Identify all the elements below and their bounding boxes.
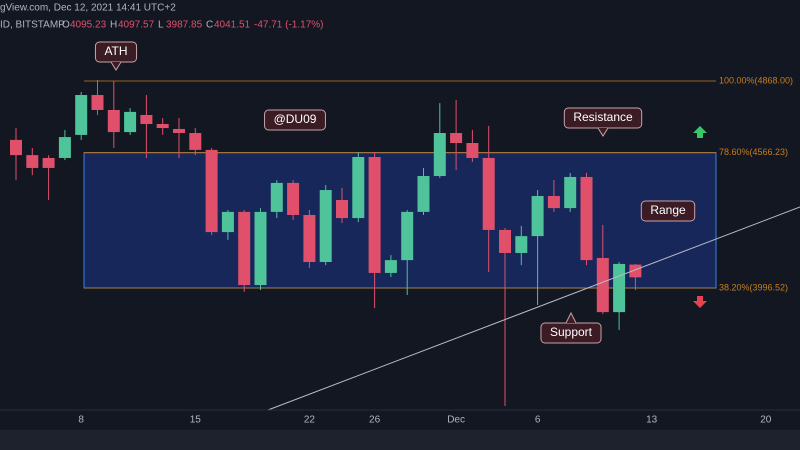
candle-body xyxy=(124,111,137,133)
annotation-label: Resistance xyxy=(573,110,633,124)
candle-body xyxy=(156,123,169,129)
annotation xyxy=(640,200,696,222)
candle-body xyxy=(189,133,202,150)
candle-body xyxy=(91,95,104,110)
x-tick-label: 15 xyxy=(190,415,202,426)
candle-body xyxy=(58,137,71,158)
candle-body xyxy=(515,236,528,253)
header-text: 4095.23 xyxy=(70,20,107,31)
x-tick-label: 8 xyxy=(78,415,84,426)
candle-body xyxy=(221,211,234,233)
candle-body xyxy=(417,176,430,212)
annotation-pointer xyxy=(597,127,609,137)
fib-label: 100.00%(4868.00) xyxy=(719,75,793,85)
annotation-label: Range xyxy=(650,203,686,217)
candle-body xyxy=(107,109,120,133)
candle-body xyxy=(26,155,39,168)
candle-body xyxy=(450,133,463,144)
up-arrow xyxy=(693,126,707,138)
header-text: ID, BITSTAMP xyxy=(0,20,65,31)
candle-body xyxy=(613,263,626,313)
fib-label: 38.20%(3996.52) xyxy=(719,282,788,292)
header-text: C xyxy=(206,20,213,31)
candle-body xyxy=(205,149,218,233)
header-text: -47.71 (-1.17%) xyxy=(254,20,323,31)
candle-body xyxy=(319,190,332,263)
header-text: 4097.57 xyxy=(118,20,155,31)
annotation-box xyxy=(264,109,326,131)
annotation-box xyxy=(640,200,696,222)
fib-label: 78.60%(4566.23) xyxy=(719,147,788,157)
header-text: L xyxy=(158,20,164,31)
candle-body xyxy=(531,195,544,237)
x-tick-label: 22 xyxy=(304,415,316,426)
x-tick-label: 20 xyxy=(760,415,772,426)
plot-area: 100.00%(4868.00) 78.60%(4566.23) 38.20%(39… xyxy=(10,75,793,406)
candle-body xyxy=(10,139,22,156)
x-tick-label: 13 xyxy=(646,415,658,426)
trend-line xyxy=(267,206,800,411)
candle-body xyxy=(433,133,446,177)
candle-body xyxy=(303,214,316,263)
candle-body xyxy=(173,128,185,134)
annotation-pointer xyxy=(110,61,122,71)
down-arrow xyxy=(693,296,707,308)
candle-body xyxy=(564,176,577,209)
candle-body xyxy=(75,95,88,135)
annotation xyxy=(94,41,138,71)
annotation xyxy=(563,107,643,137)
candle-body xyxy=(384,260,397,273)
candle-body xyxy=(270,182,283,212)
annotation-label: ATH xyxy=(104,44,127,58)
candle-body xyxy=(466,143,479,158)
annotation-pointer xyxy=(565,311,577,324)
bottom-strip xyxy=(0,430,800,450)
candle-body xyxy=(580,176,593,261)
candle-body xyxy=(499,229,511,253)
candle-body xyxy=(596,257,609,313)
candle-body xyxy=(140,114,153,124)
annotation xyxy=(264,109,326,131)
x-tick-label: 6 xyxy=(535,415,541,426)
x-tick-label: 26 xyxy=(369,415,381,426)
candle-body xyxy=(368,157,381,273)
header-text: 4041.51 xyxy=(214,20,251,31)
range-box xyxy=(83,152,717,289)
candle-body xyxy=(482,157,495,230)
candle-body xyxy=(287,182,300,215)
candle-body xyxy=(238,211,251,286)
candle-body xyxy=(352,157,365,219)
candle-body xyxy=(401,211,414,261)
candle-body xyxy=(254,211,267,286)
header-text: 3987.85 xyxy=(166,20,203,31)
header-text: O xyxy=(62,20,70,31)
candle-body xyxy=(629,264,642,278)
annotation-label: @DU09 xyxy=(274,112,317,126)
annotation-label: Support xyxy=(550,325,593,339)
candle-body xyxy=(547,195,560,209)
x-tick-label: Dec xyxy=(447,415,465,426)
annotation xyxy=(540,311,602,344)
header-text: H xyxy=(110,20,117,31)
candle-body xyxy=(42,157,55,168)
candle-body xyxy=(336,200,348,219)
header-site: gView.com, Dec 12, 2021 14:41 UTC+2 xyxy=(0,3,176,14)
